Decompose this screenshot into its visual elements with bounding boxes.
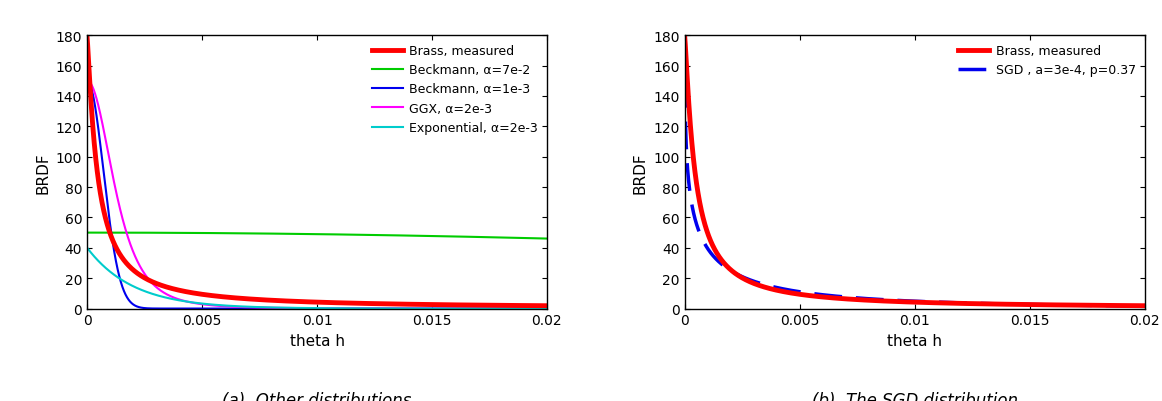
Y-axis label: BRDF: BRDF (35, 152, 50, 193)
X-axis label: theta h: theta h (888, 333, 942, 348)
X-axis label: theta h: theta h (289, 333, 344, 348)
Legend: Brass, measured, SGD , a=3e-4, p=0.37: Brass, measured, SGD , a=3e-4, p=0.37 (955, 43, 1139, 79)
Y-axis label: BRDF: BRDF (633, 152, 648, 193)
Legend: Brass, measured, Beckmann, α=7e-2, Beckmann, α=1e-3, GGX, α=2e-3, Exponential, α: Brass, measured, Beckmann, α=7e-2, Beckm… (370, 43, 540, 137)
Text: (a)  Other distributions: (a) Other distributions (222, 391, 411, 401)
Text: (b)  The SGD distribution: (b) The SGD distribution (812, 391, 1018, 401)
